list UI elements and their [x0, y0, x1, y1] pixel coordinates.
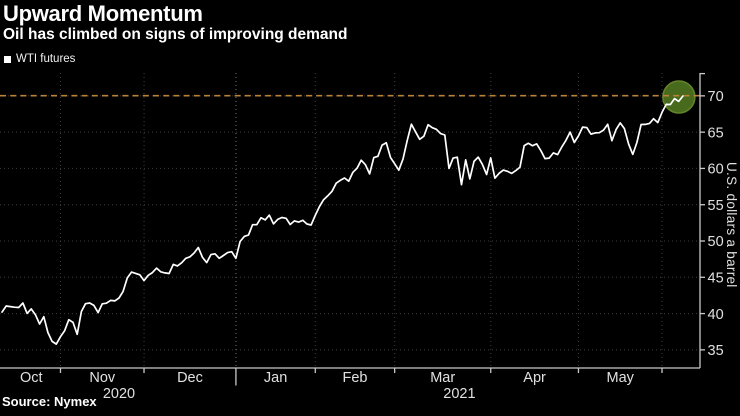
- year-label: 2021: [443, 386, 475, 402]
- y-tick-label: 40: [708, 307, 724, 323]
- y-tick-label: 50: [708, 234, 724, 250]
- x-tick-label: Nov: [89, 370, 116, 386]
- legend-label: WTI futures: [16, 53, 76, 65]
- y-tick-label: 70: [708, 89, 724, 105]
- chart-subtitle: Oil has climbed on signs of improving de…: [3, 26, 348, 43]
- y-tick-label: 35: [708, 343, 724, 359]
- legend-swatch-icon: [4, 55, 11, 63]
- y-tick-label: 45: [708, 271, 724, 287]
- chart-title: Upward Momentum: [3, 1, 203, 26]
- y-tick-label: 55: [708, 198, 724, 214]
- x-tick-label: Mar: [430, 370, 455, 386]
- x-tick-label: May: [607, 370, 635, 386]
- latest-point-highlight: [662, 80, 696, 114]
- y-tick-label: 65: [708, 125, 724, 141]
- wti-price-line: [1, 95, 684, 345]
- x-tick-label: Apr: [523, 370, 546, 386]
- y-tick-label: 60: [708, 162, 724, 178]
- y-axis-title: U.S. dollars a barrel: [724, 162, 739, 288]
- legend: WTI futures: [4, 53, 75, 65]
- year-label: 2020: [103, 386, 135, 402]
- x-tick-label: Jan: [264, 370, 287, 386]
- x-tick-label: Oct: [20, 370, 43, 386]
- x-tick-label: Dec: [177, 370, 203, 386]
- source-note: Source: Nymex: [2, 394, 97, 409]
- x-tick-label: Feb: [342, 370, 367, 386]
